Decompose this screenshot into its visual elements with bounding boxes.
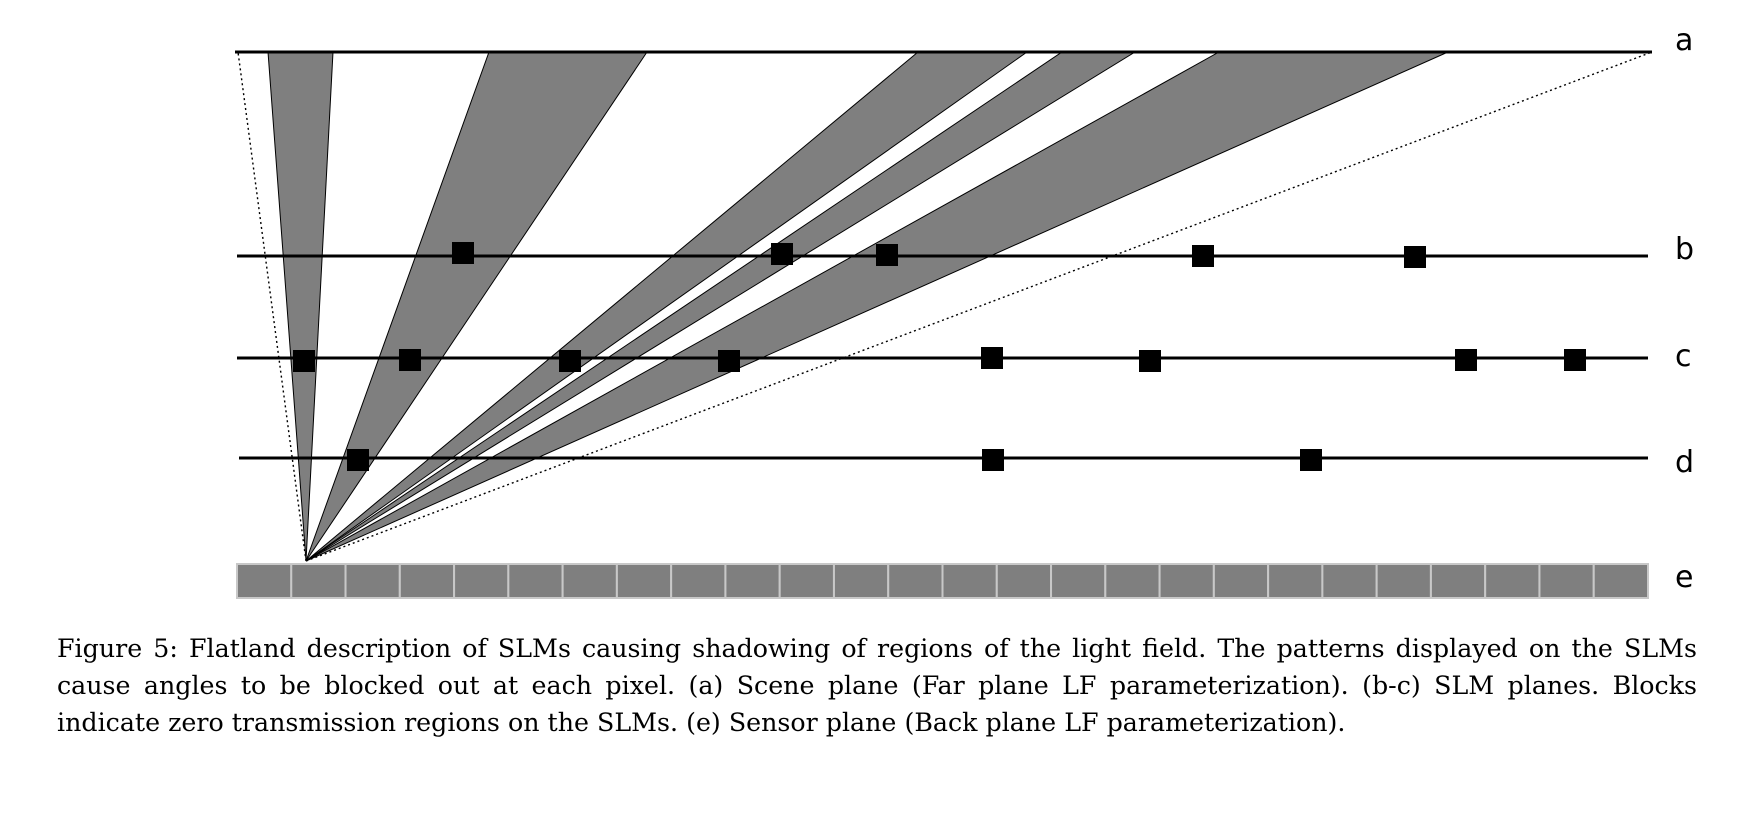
shadow-wedge	[267, 51, 334, 562]
sensor-pixel	[615, 563, 673, 599]
sensor-pixel	[1484, 563, 1541, 599]
sensor-pixel	[561, 563, 618, 599]
block	[1300, 449, 1322, 471]
block	[1404, 246, 1426, 268]
sensor-pixel	[1104, 563, 1161, 599]
sensor-pixel	[995, 563, 1053, 599]
fov-left-edge	[237, 51, 307, 562]
sensor-pixel	[290, 563, 347, 599]
sensor-pixel	[1592, 563, 1649, 599]
sensor-pixel	[344, 563, 401, 599]
sensor-pixel	[1429, 563, 1487, 599]
sensor-pixel	[1375, 563, 1432, 599]
block	[718, 350, 740, 372]
sensor-pixel	[832, 563, 890, 599]
block	[1139, 350, 1161, 372]
sensor-pixel	[398, 563, 456, 599]
block	[981, 347, 1003, 369]
sensor-pixel	[507, 563, 564, 599]
block	[1564, 349, 1586, 371]
plane-label-a: a	[1675, 23, 1693, 58]
sensor-pixel	[941, 563, 998, 599]
field-of-view-boundary	[237, 51, 1653, 562]
slm-shadowing-diagram: a b c d e	[235, 23, 1694, 599]
sensor-pixel	[724, 563, 781, 599]
block	[559, 350, 581, 372]
plane-label-b: b	[1675, 232, 1694, 267]
sensor-pixel	[1538, 563, 1595, 599]
figure-caption: Figure 5: Flatland description of SLMs c…	[57, 634, 1706, 737]
block	[1192, 245, 1214, 267]
block	[982, 449, 1004, 471]
sensor-plane-e	[236, 563, 1649, 599]
shadow-regions	[267, 51, 1449, 562]
sensor-pixel	[1050, 563, 1107, 599]
block	[452, 242, 474, 264]
sensor-pixel	[670, 563, 727, 599]
plane-label-e: e	[1675, 560, 1693, 595]
block	[399, 349, 421, 371]
block	[771, 243, 793, 265]
sensor-pixel	[1212, 563, 1270, 599]
block	[1455, 349, 1477, 371]
block	[876, 244, 898, 266]
planes	[235, 50, 1652, 460]
sensor-pixel	[1158, 563, 1215, 599]
sensor-pixel	[1321, 563, 1378, 599]
sensor-pixel	[887, 563, 944, 599]
sensor-pixel	[453, 563, 510, 599]
sensor-pixel	[236, 563, 293, 599]
plane-label-c: c	[1675, 339, 1692, 374]
blocks-plane-b	[452, 242, 1426, 268]
blocks-plane-d	[347, 449, 1322, 471]
block	[293, 350, 315, 372]
sensor-pixel	[778, 563, 835, 599]
sensor-pixel	[1267, 563, 1324, 599]
blocks-plane-c	[293, 347, 1586, 372]
plane-label-d: d	[1675, 445, 1694, 480]
block	[347, 449, 369, 471]
